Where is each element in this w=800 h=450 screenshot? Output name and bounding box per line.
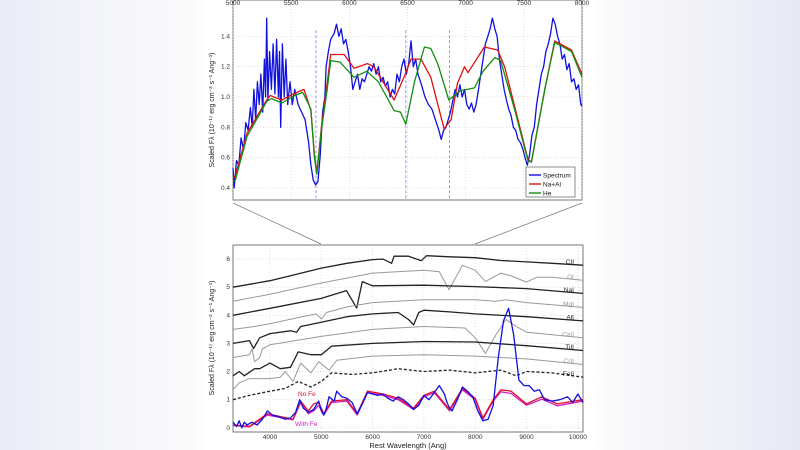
series-line-spectrum (232, 307, 584, 429)
series-line-caii (232, 319, 584, 363)
series-line-cii (232, 255, 584, 288)
top-chart: 5000 5500 6000 6500 7000 7500 8000 0.4 0.6 0.8 1.0… (209, 0, 590, 201)
x-tick-label: 7000 (458, 0, 473, 7)
y-tick-label: 3 (226, 340, 230, 347)
series-line-ali (232, 309, 584, 350)
series-label: With Fe (295, 421, 318, 428)
y-tick-label: 6 (226, 256, 230, 263)
y-axis-label: Scaled Fλ (10⁻¹⁷ erg cm⁻² s⁻¹ Ang⁻¹) (209, 53, 216, 168)
series-line-na-al (232, 40, 583, 180)
y-tick-label: 0 (226, 425, 230, 432)
series-line-nai (232, 280, 584, 316)
y-tick-label: 0.6 (221, 155, 230, 162)
x-tick-label: 7000 (417, 434, 432, 441)
legend-label: Spectrum (543, 172, 571, 179)
series-label: TiII (565, 344, 574, 351)
series-label: CII (566, 259, 575, 266)
series-label: CaII (562, 331, 574, 338)
series-line-no-fe (232, 387, 584, 428)
x-tick-label: 7500 (517, 0, 532, 7)
y-tick-label: 0.4 (221, 185, 230, 192)
x-tick-label: 5000 (314, 434, 329, 441)
legend-label: He (543, 190, 552, 197)
y-tick-label: 0.8 (221, 124, 230, 131)
x-tick-label: 9000 (519, 434, 534, 441)
y-tick-label: 5 (226, 284, 230, 291)
y-tick-label: 4 (226, 312, 230, 319)
series-line-tiii (232, 340, 584, 377)
series-label: OI (567, 274, 574, 281)
x-tick-label: 4000 (263, 434, 278, 441)
series-label: FeII (563, 371, 574, 378)
x-tick-label: 6500 (400, 0, 415, 7)
y-tick-label: 1.2 (221, 64, 230, 71)
series-line-he (232, 41, 583, 183)
x-tick-label: 5500 (284, 0, 299, 7)
series-label: MgI (563, 301, 574, 308)
legend: Spectrum Na+Al He (525, 166, 576, 198)
y-axis-label: Scaled Fλ (10⁻¹⁷ erg cm⁻² s⁻¹ Ang⁻¹) (209, 281, 216, 396)
zoom-connector-right (474, 202, 583, 245)
series-line-oi (232, 264, 584, 302)
y-tick-label: 1.0 (221, 94, 230, 101)
series-line-spectrum (232, 17, 583, 189)
bottom-chart: 4000 5000 6000 7000 8000 9000 10000 0 1 2 3 4 5 6 Scal… (209, 244, 587, 450)
series-line-mgi (232, 299, 584, 330)
y-tick-label: 1 (226, 397, 230, 404)
series-line-crii (232, 354, 584, 391)
x-axis-label: Rest Wavelength (Ang) (369, 441, 447, 450)
legend-box (525, 166, 576, 198)
x-tick-label: 6000 (365, 434, 380, 441)
x-tick-label: 10000 (569, 434, 587, 441)
x-tick-label: 5000 (226, 0, 241, 7)
x-tick-label: 6000 (342, 0, 357, 7)
series-label: AlI (566, 315, 574, 322)
legend-label: Na+Al (543, 181, 561, 188)
y-tick-label: 2 (226, 369, 230, 376)
series-label: CrII (564, 358, 575, 365)
zoom-connector-left (232, 202, 322, 245)
x-tick-label: 8000 (468, 434, 483, 441)
series-label: NaI (564, 287, 574, 294)
series-label: No Fe (298, 391, 316, 398)
y-tick-label: 1.4 (221, 33, 230, 40)
x-tick-label: 8000 (575, 0, 590, 7)
